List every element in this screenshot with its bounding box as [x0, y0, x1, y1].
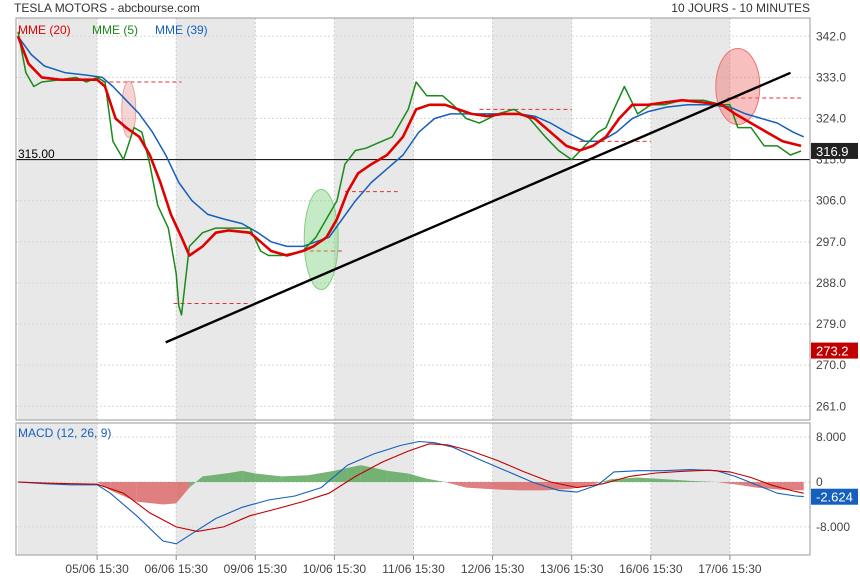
macd-histogram-segment — [347, 465, 361, 482]
macd-histogram-segment — [637, 477, 664, 482]
macd-y-tick-label: 0 — [816, 475, 823, 489]
macd-series-signal — [17, 443, 804, 532]
macd-histogram-segment — [281, 475, 309, 482]
macd-histogram-segment — [176, 481, 190, 504]
x-tick-label: 10/06 15:30 — [303, 562, 367, 576]
macd-histogram-segment — [308, 470, 335, 482]
y-tick-label: 324.0 — [816, 112, 846, 126]
day-band — [18, 423, 98, 555]
macd-histogram-segment — [189, 476, 203, 488]
chart-title: TESLA MOTORS - abcbourse.com — [14, 1, 200, 15]
day-band — [18, 18, 98, 420]
macd-y-tick-label: -8.000 — [816, 520, 850, 534]
day-band — [650, 423, 730, 555]
x-tick-label: 11/06 15:30 — [382, 562, 445, 576]
macd-histogram-segment — [242, 470, 256, 482]
chart-period: 10 JOURS - 10 MINUTES — [671, 1, 810, 15]
dashed-levels — [102, 81, 802, 305]
last-price-tag-bg — [811, 142, 858, 159]
macd-histogram-segment — [202, 472, 229, 482]
day-band — [334, 423, 414, 555]
series-lines — [16, 31, 805, 545]
grid-lines — [16, 18, 810, 555]
y-tick-label: 261.0 — [816, 399, 846, 413]
macd-histogram-segment — [611, 477, 638, 482]
macd-y-tick-label: 8.000 — [816, 430, 846, 444]
axes: 342.0333.0324.0315.0306.0297.0288.0279.0… — [15, 17, 858, 576]
macd-label: MACD (12, 26, 9) — [18, 426, 111, 440]
macd-histogram-segment — [426, 478, 446, 482]
x-tick-label: 06/06 15:30 — [144, 562, 208, 576]
macd-histogram-segment — [136, 481, 164, 505]
day-band — [176, 423, 256, 555]
series-mme39 — [17, 35, 805, 248]
low-price-tag-bg — [811, 342, 858, 359]
macd-histogram-segment — [663, 479, 691, 482]
macd-histogram-segment — [228, 470, 243, 482]
pink-ellipse-2 — [715, 48, 761, 126]
y-tick-label: 333.0 — [816, 70, 846, 84]
macd-series-macd — [17, 440, 804, 545]
macd-histogram-segment — [492, 481, 519, 491]
day-shading — [18, 18, 730, 555]
day-band — [176, 18, 256, 420]
x-tick-label: 05/06 15:30 — [65, 562, 129, 576]
macd-histogram-segment — [387, 470, 409, 482]
reference-line-label: 315.00 — [18, 147, 55, 161]
legend-mme39: MME (39) — [155, 23, 208, 37]
y-tick-label: 342.0 — [816, 29, 846, 43]
x-tick-label: 13/06 15:30 — [540, 562, 604, 576]
x-tick-label: 17/06 15:30 — [698, 562, 762, 576]
last-price-tag: 316.9 — [816, 144, 849, 159]
macd-histogram-segment — [255, 473, 282, 482]
macd-histogram-segment — [782, 481, 804, 491]
y-tick-label: 270.0 — [816, 358, 846, 372]
y-tick-label: 297.0 — [816, 235, 846, 249]
macd-histogram-segment — [445, 481, 467, 488]
low-price-tag: 273.2 — [816, 344, 849, 359]
macd-histogram-segment — [334, 467, 348, 482]
legend-mme5: MME (5) — [92, 23, 138, 37]
day-band — [492, 18, 572, 420]
y-tick-label: 288.0 — [816, 276, 846, 290]
macd-histogram-segment — [598, 479, 612, 484]
macd-histogram-segment — [408, 473, 427, 482]
y-tick-label: 306.0 — [816, 194, 846, 208]
macd-last-tag-bg — [811, 488, 858, 505]
x-tick-label: 09/06 15:30 — [224, 562, 288, 576]
macd-histogram-segment — [737, 481, 757, 488]
macd-histogram-segment — [690, 480, 717, 482]
series-mme20 — [16, 35, 802, 257]
macd-histogram-segment — [716, 481, 738, 485]
price-panel-frame — [15, 17, 811, 421]
y-tick-label: 279.0 — [816, 317, 846, 331]
day-band — [334, 18, 414, 420]
trendline — [165, 71, 792, 344]
legend-mme20: MME (20) — [18, 23, 71, 37]
x-tick-label: 12/06 15:30 — [461, 562, 525, 576]
macd-last-tag: -2.624 — [816, 490, 853, 505]
macd-histogram — [97, 465, 804, 505]
x-tick-label: 16/06 15:30 — [619, 562, 683, 576]
macd-histogram-segment — [163, 481, 177, 505]
macd-histogram-segment — [518, 481, 546, 491]
macd-histogram-segment — [360, 465, 388, 482]
day-band — [650, 18, 730, 420]
macd-histogram-segment — [110, 481, 137, 502]
macd-histogram-segment — [466, 481, 493, 490]
